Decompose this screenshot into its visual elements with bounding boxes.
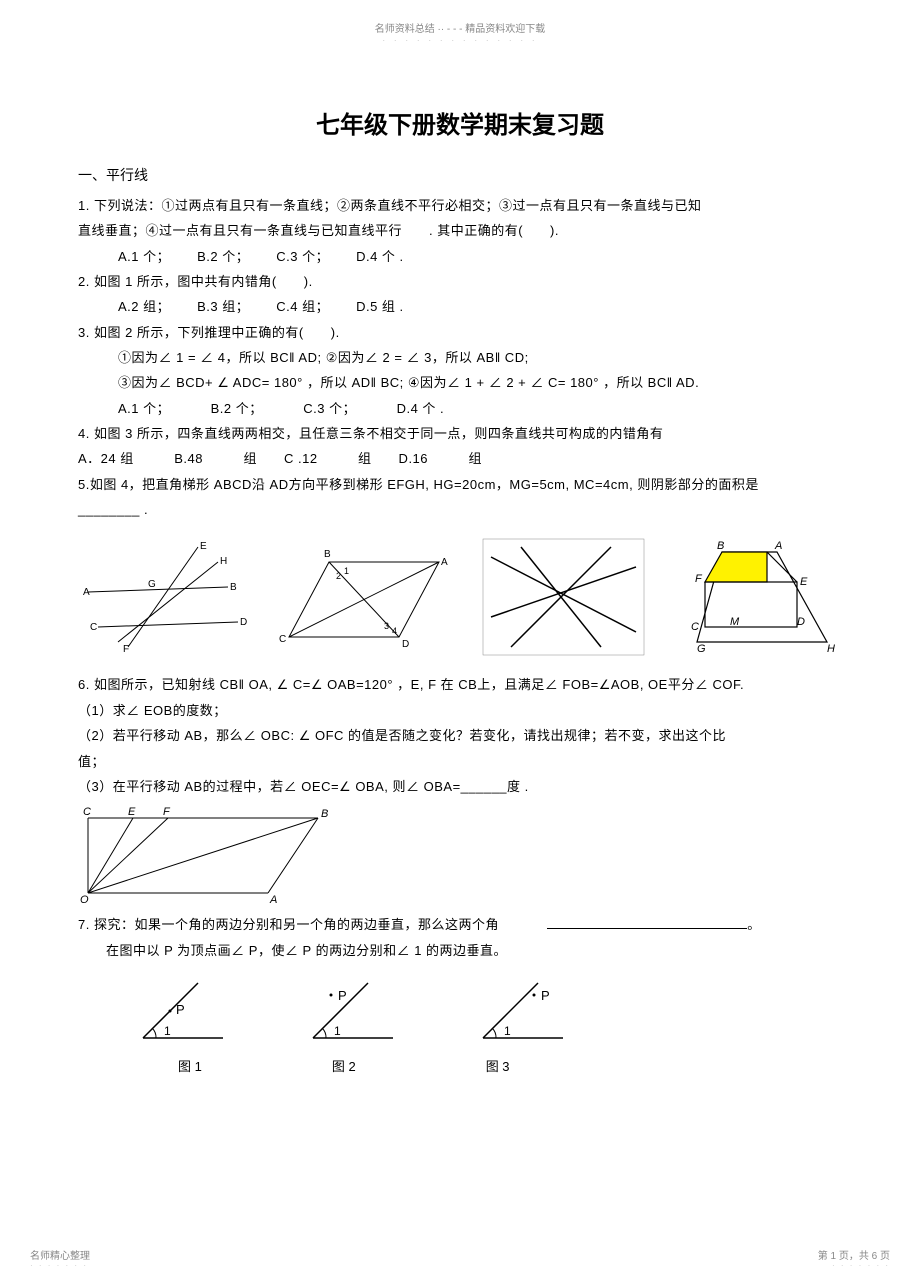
q4-options: A．24 组 B.48 组 C .12 组 D.16 组	[78, 446, 842, 471]
svg-text:E: E	[200, 541, 207, 552]
angle-fig-3: 1 P	[468, 978, 578, 1048]
svg-text:A: A	[774, 540, 782, 552]
q1-line2: 直线垂直；④过一点有且只有一条直线与已知直线平行 . 其中正确的有( ).	[78, 218, 842, 243]
footer-dots-right: · · · · · · ·	[832, 1261, 890, 1270]
q6-line2: （1）求∠ EOB的度数；	[78, 698, 842, 723]
q5-line1: 5.如图 4，把直角梯形 ABCD沿 AD方向平移到梯形 EFGH, HG=20…	[78, 472, 842, 497]
q6-line3: （2）若平行移动 AB，那么∠ OBC: ∠ OFC 的值是否随之变化？若变化，…	[78, 723, 842, 748]
fig-label-2: 图 2	[332, 1056, 356, 1075]
figure-1: A B C D E H F G	[78, 537, 253, 657]
svg-text:C: C	[279, 634, 286, 645]
svg-text:G: G	[148, 579, 156, 590]
q3-options: A.1 个； B.2 个； C.3 个； D.4 个 .	[78, 396, 842, 421]
q4-line1: 4. 如图 3 所示，四条直线两两相交，且任意三条不相交于同一点，则四条直线共可…	[78, 421, 842, 446]
svg-text:A: A	[441, 557, 448, 568]
figure-4: B A F E C M D G H	[667, 537, 842, 657]
footer-dots-left: · · · · · · ·	[30, 1261, 88, 1270]
svg-text:C: C	[691, 621, 699, 633]
fig-label-1: 图 1	[178, 1056, 202, 1075]
svg-text:C: C	[83, 806, 91, 818]
content-area: 七年级下册数学期末复习题 一、平行线 1. 下列说法：①过两点有且只有一条直线；…	[0, 45, 920, 1095]
svg-text:E: E	[128, 806, 136, 818]
svg-text:B: B	[321, 808, 328, 820]
svg-text:E: E	[800, 576, 808, 588]
q6-line5: （3）在平行移动 AB的过程中，若∠ OEC=∠ OBA, 则∠ OBA=___…	[78, 774, 842, 799]
q7-line1: 7. 探究：如果一个角的两边分别和另一个角的两边垂直，那么这两个角 。	[78, 912, 842, 937]
footer-left: 名师精心整理	[30, 1247, 90, 1262]
svg-text:A: A	[269, 894, 277, 903]
angle-fig-1: 1 P	[128, 978, 238, 1048]
svg-text:2: 2	[336, 571, 341, 581]
angle-fig-2: 1 P	[298, 978, 408, 1048]
svg-text:1: 1	[164, 1024, 171, 1038]
q7-text1: 7. 探究：如果一个角的两边分别和另一个角的两边垂直，那么这两个角	[78, 917, 499, 932]
svg-text:C: C	[90, 622, 97, 633]
svg-text:P: P	[541, 988, 550, 1003]
fig-label-3: 图 3	[486, 1056, 510, 1075]
svg-text:H: H	[827, 643, 835, 655]
header-dots: · · · · · · · · · · · · · ·	[0, 35, 920, 45]
svg-text:A: A	[83, 587, 90, 598]
figure-2: B A C D 1 2 3 4	[274, 537, 459, 657]
svg-text:F: F	[163, 806, 171, 818]
q7-blank	[547, 928, 747, 929]
svg-text:B: B	[230, 582, 237, 593]
svg-text:B: B	[717, 540, 724, 552]
svg-text:G: G	[697, 643, 706, 655]
q1-line1: 1. 下列说法：①过两点有且只有一条直线；②两条直线不平行必相交；③过一点有且只…	[78, 193, 842, 218]
q1-options: A.1 个； B.2 个； C.3 个； D.4 个 .	[78, 244, 842, 269]
svg-text:D: D	[402, 639, 409, 650]
figure-6: C E F B O A	[78, 803, 338, 903]
figure-3	[481, 537, 646, 657]
svg-text:M: M	[730, 616, 740, 628]
page-title: 七年级下册数学期末复习题	[78, 105, 842, 140]
q3-line1: 3. 如图 2 所示，下列推理中正确的有( ).	[78, 320, 842, 345]
svg-text:F: F	[123, 644, 129, 655]
figure-labels-row: 图 1 图 2 图 3	[178, 1056, 842, 1075]
svg-text:D: D	[240, 617, 247, 628]
page-footer: 名师精心整理 第 1 页，共 6 页	[0, 1247, 920, 1262]
angle-figures-row: 1 P 1 P 1 P	[128, 978, 842, 1048]
svg-text:3: 3	[384, 621, 389, 631]
section-heading: 一、平行线	[78, 165, 842, 185]
q3-sub1: ①因为∠ 1 = ∠ 4，所以 BC‖ AD; ②因为∠ 2 = ∠ 3，所以 …	[78, 345, 842, 370]
svg-text:P: P	[176, 1002, 185, 1017]
q7-line2: 在图中以 P 为顶点画∠ P，使∠ P 的两边分别和∠ 1 的两边垂直。	[78, 938, 842, 963]
svg-text:1: 1	[334, 1024, 341, 1038]
svg-text:B: B	[324, 549, 331, 560]
svg-text:1: 1	[504, 1024, 511, 1038]
q6-line1: 6. 如图所示，已知射线 CB‖ OA, ∠ C=∠ OAB=120° ，E, …	[78, 672, 842, 697]
q2-options: A.2 组； B.3 组； C.4 组； D.5 组 .	[78, 294, 842, 319]
svg-text:P: P	[338, 988, 347, 1003]
header-note: 名师资料总结 ·· - - - 精品资料欢迎下载	[0, 0, 920, 35]
q2-line1: 2. 如图 1 所示，图中共有内错角( ).	[78, 269, 842, 294]
svg-text:H: H	[220, 556, 227, 567]
figure-row-1: A B C D E H F G B A C D 1 2 3 4	[78, 537, 842, 657]
svg-text:4: 4	[392, 626, 397, 636]
svg-text:D: D	[797, 616, 805, 628]
q3-sub2: ③因为∠ BCD+ ∠ ADC= 180° ，所以 AD‖ BC; ④因为∠ 1…	[78, 370, 842, 395]
q6-line4: 值；	[78, 749, 842, 774]
svg-text:F: F	[695, 573, 703, 585]
svg-text:1: 1	[344, 566, 349, 576]
q5-line2: ________ .	[78, 497, 842, 522]
svg-text:O: O	[80, 894, 89, 903]
footer-right: 第 1 页，共 6 页	[818, 1247, 890, 1262]
